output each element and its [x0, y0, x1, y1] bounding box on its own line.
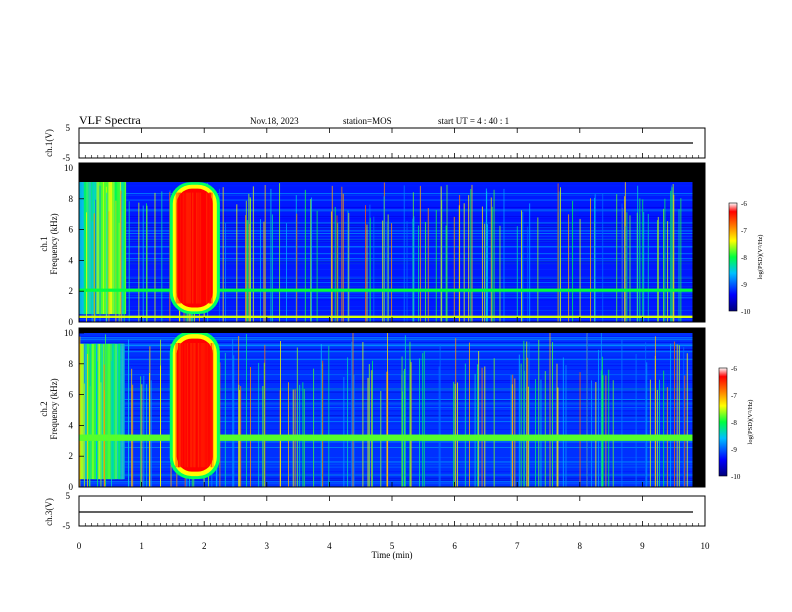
ch1-colorbar-label: log(PSD)(V²/Hz): [757, 235, 764, 280]
date-label: Nov.18, 2023: [250, 116, 299, 126]
ch1-spectrogram-noise-strip: [98, 182, 100, 315]
ch1-colorbar-scale: [728, 202, 738, 312]
ch1-ytick-label: 2: [69, 286, 74, 296]
ch3-ytick-top: 5: [66, 491, 71, 501]
ch1-colorbar-tick-label: -10: [741, 308, 751, 316]
ch1-spectrogram-noise-strip: [96, 182, 99, 315]
start-time-label: start UT = 4 : 40 : 1: [438, 116, 509, 126]
ch2-spectrogram-ylabel: Frequency (kHz): [49, 378, 59, 439]
ch2-spectrogram-noise-strip: [118, 343, 122, 480]
ch1-spectrogram-ylabel: Frequency (kHz): [49, 213, 59, 274]
time-tick-label: 1: [139, 541, 144, 551]
ch2-spectrogram-noise-strip: [113, 343, 118, 480]
ch1-colorbar-ticks: -6 -7 -8 -9 -10: [741, 200, 751, 316]
ch1-colorbar: -6 -7 -8 -9 -10 log(PSD)(V²/Hz): [728, 200, 764, 316]
ch1-ytick-label: 8: [69, 194, 74, 204]
ch2-yticks: 0 2 4 6 8 10: [64, 328, 84, 492]
ch1-waveform-panel: 5 -5 ch.1(V): [44, 123, 706, 163]
ch2-spectrogram-noise-strip: [79, 343, 84, 480]
ch1-ytick-label: 0: [69, 317, 74, 327]
ch2-spectrogram-noise-strip: [111, 343, 115, 480]
time-tick-label: 10: [701, 541, 711, 551]
time-tick-label: 3: [265, 541, 270, 551]
ch1-spectrogram-narrowband-line: [79, 288, 693, 292]
ch2-colorbar-tick-label: -6: [731, 365, 737, 373]
ch1-ytick-label: 4: [69, 255, 74, 265]
ch1-ytick-top: 5: [66, 123, 71, 133]
ch2-spectrogram-noise-strip: [107, 343, 112, 480]
ch1-yticks: 0 2 4 6 8 10: [64, 163, 84, 327]
ch1-spectrogram-noise-strip: [83, 182, 87, 315]
ch1-colorbar-tick-label: -6: [741, 200, 747, 208]
ch2-colorbar: -6 -7 -8 -9 -10 log(PSD)(V²/Hz): [718, 365, 754, 481]
ch1-spectrogram-narrowband-line: [79, 315, 693, 319]
ch1-spectrogram-noise-strip: [79, 182, 84, 315]
ch2-ytick-label: 8: [69, 359, 74, 369]
ch2-colorbar-tick-label: -10: [731, 473, 741, 481]
figure-title: VLF Spectra: [79, 113, 141, 127]
ch2-spectrogram-noise-strip: [91, 343, 94, 480]
ch1-ytick-label: 10: [64, 163, 74, 173]
time-tick-label: 0: [77, 541, 82, 551]
time-tick-label: 8: [578, 541, 583, 551]
ch2-spectrogram-noise-strip: [102, 343, 105, 480]
ch2-colorbar-label: log(PSD)(V²/Hz): [747, 400, 754, 445]
time-tick-label: 7: [515, 541, 520, 551]
ch2-ytick-label: 4: [69, 420, 74, 430]
ch1-colorbar-tick-label: -8: [741, 254, 747, 262]
ch2-colorbar-tick-label: -7: [731, 392, 737, 400]
ch1-spectrogram-noise-strip: [121, 182, 124, 315]
ch1-spectrogram-noise-strip: [112, 182, 115, 315]
time-tick-label: 9: [640, 541, 645, 551]
ch1-colorbar-tick-label: -9: [741, 281, 747, 289]
ch1-spectrogram-noise-strip: [99, 182, 103, 315]
ch2-spectrogram-noise-strip: [120, 343, 125, 480]
station-label: station=MOS: [343, 116, 392, 126]
ch1-ytick-label: 6: [69, 225, 74, 235]
ch2-spectrogram-noise-strip: [98, 343, 100, 480]
time-tick-label: 4: [327, 541, 332, 551]
ch2-spectrogram-noise-strip: [116, 343, 119, 480]
ch2-ytick-label: 2: [69, 451, 74, 461]
ch1-spectrogram-image: [79, 182, 693, 322]
ch2-spectrogram-image: [79, 333, 693, 487]
ch2-ytick-label: 6: [69, 390, 74, 400]
ch2-colorbar-tick-label: -8: [731, 419, 737, 427]
ch2-ytick-label: 10: [64, 328, 74, 338]
ch3-ytick-bottom: -5: [63, 521, 71, 531]
time-tick-label: 5: [390, 541, 395, 551]
ch1-spectrogram-panel: ch.1 Frequency (kHz) 0 2 4 6 8 10: [39, 162, 706, 327]
ch3-waveform-ylabel: ch.3(V): [44, 498, 54, 526]
time-tick-label: 6: [452, 541, 457, 551]
ch1-colorbar-tick-label: -7: [741, 227, 747, 235]
ch1-spectrogram-noise-strip: [101, 182, 106, 315]
ch1-spectrogram-noise-strip: [114, 182, 120, 315]
ch2-colorbar-scale: [718, 367, 728, 477]
time-axis-label: Time (min): [372, 550, 413, 560]
ch1-spectrogram-noise-strip: [108, 182, 113, 315]
ch2-channel-label: ch.2: [39, 401, 49, 416]
ch2-ytick-label: 0: [69, 482, 74, 492]
ch2-spectrogram-narrowband-line: [79, 434, 693, 441]
ch1-ytick-bottom: -5: [63, 153, 71, 163]
ch2-spectrogram-panel: ch.2 Frequency (kHz) 0 2 4 6 8 10: [39, 327, 706, 492]
time-axis: 0 1 2 3 4 5 6 7 8 9 10: [77, 128, 710, 551]
ch1-waveform-ylabel: ch.1(V): [44, 129, 54, 157]
ch3-waveform-panel: 5 -5 ch.3(V): [44, 491, 706, 531]
ch2-spectrogram-noise-strip: [85, 343, 87, 480]
time-tick-label: 2: [202, 541, 207, 551]
ch2-colorbar-ticks: -6 -7 -8 -9 -10: [731, 365, 741, 481]
ch2-colorbar-tick-label: -9: [731, 446, 737, 454]
ch1-channel-label: ch.1: [39, 236, 49, 251]
